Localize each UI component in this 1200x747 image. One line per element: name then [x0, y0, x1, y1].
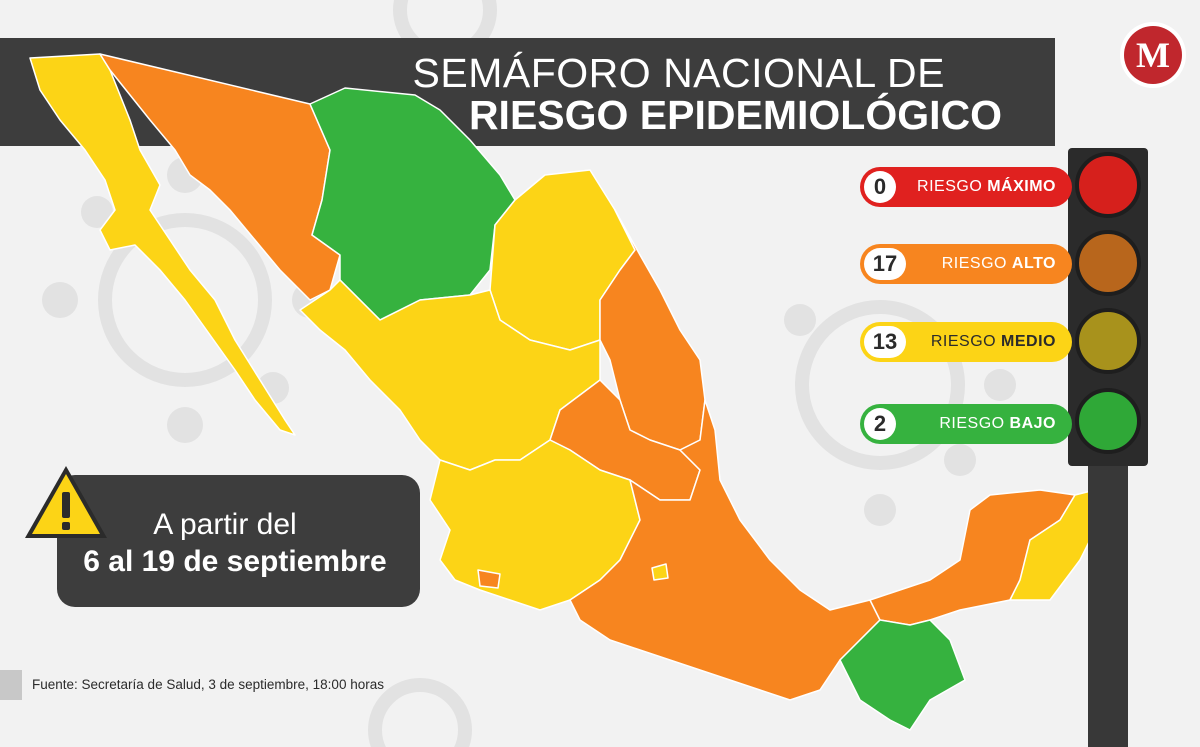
legend-label: RIESGO MÁXIMO — [917, 178, 1056, 195]
state-chiapas — [839, 619, 966, 731]
state-colima — [477, 569, 501, 589]
red-lamp-icon — [1075, 152, 1141, 218]
traffic-light-icon — [1068, 148, 1148, 466]
warning-triangle-icon — [25, 466, 107, 538]
legend-label: RIESGO BAJO — [939, 415, 1056, 432]
date-box — [57, 475, 420, 607]
orange-lamp-icon — [1075, 230, 1141, 296]
legend-count: 2 — [864, 408, 896, 440]
state-cdmx — [651, 563, 669, 581]
traffic-light-pole — [1088, 460, 1128, 747]
date-line-1: A partir del — [153, 508, 297, 541]
title-line-2: RIESGO EPIDEMIOLÓGICO — [468, 92, 1002, 138]
legend-count: 13 — [864, 326, 906, 358]
yellow-lamp-icon — [1075, 308, 1141, 374]
green-lamp-icon — [1075, 388, 1141, 454]
legend-alto: 17 RIESGO ALTO — [860, 244, 1072, 284]
logo-mark-icon: M — [1124, 26, 1182, 84]
legend-count: 0 — [864, 171, 896, 203]
legend-label: RIESGO ALTO — [941, 255, 1056, 272]
state-baja-california — [29, 53, 296, 436]
legend-bajo: 2 RIESGO BAJO — [860, 404, 1072, 444]
legend-maximo: 0 RIESGO MÁXIMO — [860, 167, 1072, 207]
legend-medio: 13 RIESGO MEDIO — [860, 322, 1072, 362]
legend-label: RIESGO MEDIO — [930, 333, 1056, 350]
milenio-logo: M — [1120, 22, 1186, 88]
source-marker — [0, 670, 22, 700]
source-note: Fuente: Secretaría de Salud, 3 de septie… — [32, 677, 384, 692]
title-line-1: SEMÁFORO NACIONAL DE — [412, 50, 945, 96]
legend-count: 17 — [864, 248, 906, 280]
date-line-2: 6 al 19 de septiembre — [83, 545, 387, 578]
logo-letter: M — [1136, 35, 1170, 75]
